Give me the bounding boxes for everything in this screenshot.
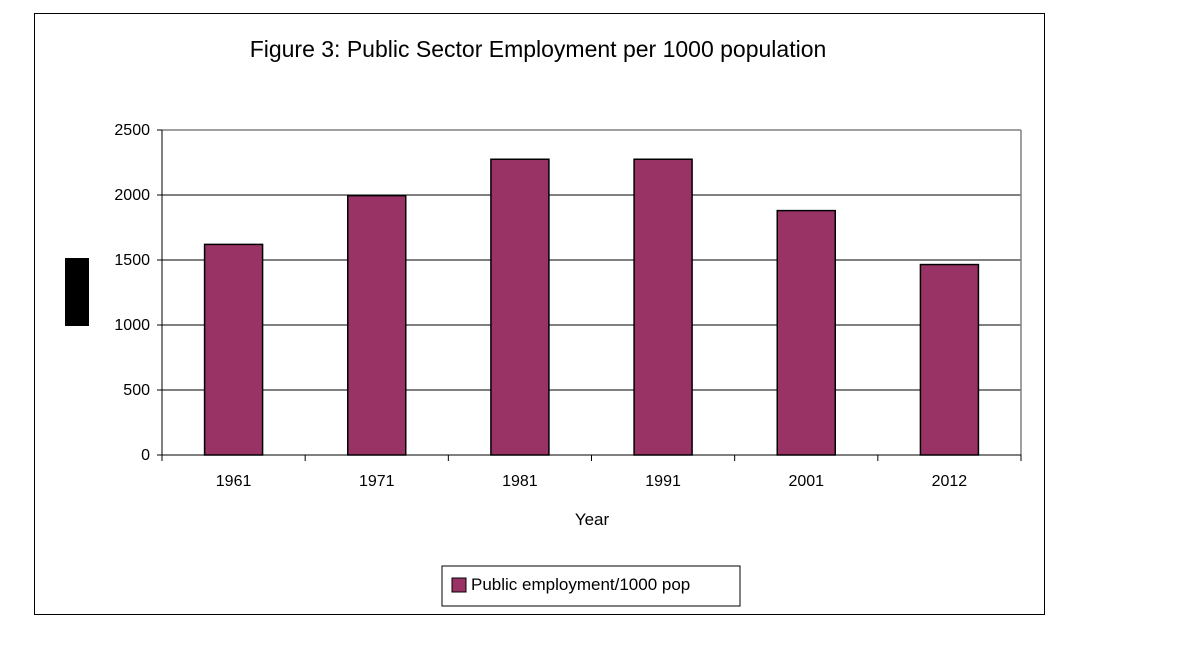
x-tick-label: 2012 xyxy=(932,473,968,490)
legend-box xyxy=(441,565,741,607)
y-tick-label: 0 xyxy=(141,447,150,464)
bar xyxy=(203,243,264,456)
legend-label: Public employment/1000 pop xyxy=(471,575,690,594)
legend: Public employment/1000 pop xyxy=(441,565,741,607)
plot-area: 0 500 1000 1500 2000 2500 1961 1971 1981 1991 2001… xyxy=(114,122,1022,490)
x-tick-label: 1971 xyxy=(359,473,395,490)
x-tick-label: 1991 xyxy=(645,473,681,490)
y-tick-label: 1000 xyxy=(114,317,150,334)
x-tick-label: 1961 xyxy=(216,473,252,490)
y-tick-label: 2500 xyxy=(114,122,150,139)
bar xyxy=(490,158,550,456)
chart-title: Figure 3: Public Sector Employment per 1… xyxy=(250,36,827,62)
x-tick-label: 1981 xyxy=(502,473,538,490)
bar xyxy=(347,194,407,456)
y-tick-label: 500 xyxy=(123,382,150,399)
chart-frame xyxy=(34,13,1045,615)
legend-swatch xyxy=(451,577,467,593)
y-tick-label: 1500 xyxy=(114,252,150,269)
y-axis-title-redaction-box xyxy=(65,258,89,326)
bar xyxy=(919,263,980,456)
y-tick-label: 2000 xyxy=(114,187,150,204)
plot-background xyxy=(162,130,1021,455)
bar xyxy=(633,158,693,456)
x-axis-title: Year xyxy=(575,510,610,529)
x-tick-label: 2001 xyxy=(788,473,824,490)
bar xyxy=(776,209,836,456)
